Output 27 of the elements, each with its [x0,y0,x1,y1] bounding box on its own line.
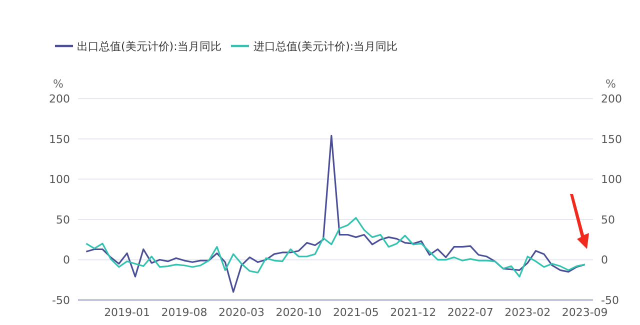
x-tick-label: 2021-05 [332,306,379,319]
y-tick-label: 0 [63,254,70,267]
x-tick-label: 2023-02 [504,306,551,319]
legend-label: 出口总值(美元计价):当月同比 [77,40,222,53]
y2-tick-label: 150 [601,132,622,146]
y2-tick-label: 200 [601,92,622,106]
y-axis-title: % [53,77,64,90]
line-series [85,217,586,278]
y2-tick-label: 50 [601,213,615,226]
legend-label: 进口总值(美元计价):当月同比 [253,40,398,53]
x-tick-label: 2023-09 [562,306,608,319]
line-series [85,134,586,293]
y-tick-label: 200 [49,92,70,106]
y-tick-label: -50 [52,294,70,307]
y2-axis-title: % [606,77,616,90]
y-tick-label: 150 [49,132,70,146]
x-tick-label: 2021-12 [390,306,436,319]
x-tick-label: 2020-03 [218,306,264,319]
y-tick-label: 100 [49,173,70,186]
y2-tick-label: -50 [601,294,619,307]
x-tick-label: 2022-07 [447,306,494,319]
y-tick-label: 50 [56,213,70,226]
y2-tick-label: 0 [601,254,608,267]
y2-tick-label: 100 [601,173,622,186]
x-tick-label: 2020-10 [276,306,322,319]
x-tick-label: 2019-08 [161,306,208,319]
x-tick-label: 2019-01 [104,306,150,319]
